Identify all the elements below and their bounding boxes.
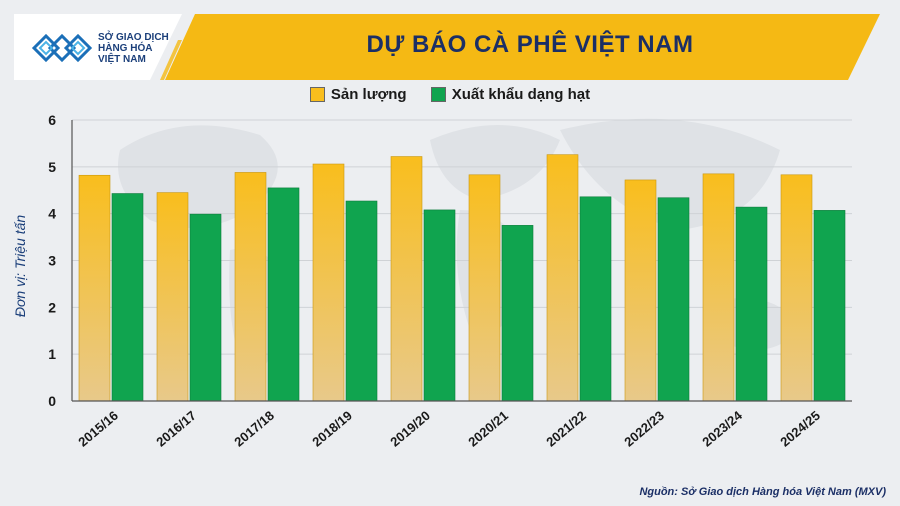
x-tick-label: 2024/25 xyxy=(777,408,823,450)
bar-export-2021-22 xyxy=(579,196,612,402)
logo-text: SỞ GIAO DỊCH HÀNG HÓA VIỆT NAM xyxy=(98,32,169,65)
bar-production-2020-21 xyxy=(468,174,501,402)
x-tick-label: 2019/20 xyxy=(387,408,433,450)
y-tick-label: 3 xyxy=(48,253,56,269)
bar-production-2021-22 xyxy=(546,154,579,402)
bar-production-2024-25 xyxy=(780,174,813,402)
legend-item-production: Sản lượng xyxy=(309,86,407,103)
grid-lines xyxy=(72,119,852,355)
y-tick-label: 6 xyxy=(48,112,56,128)
legend-label-export: Xuất khẩu dạng hạt xyxy=(451,86,591,103)
legend-swatch-production xyxy=(309,87,325,102)
legend-swatch-export xyxy=(430,87,446,102)
y-tick-label: 0 xyxy=(48,393,56,409)
bar-export-2022-23 xyxy=(657,197,690,402)
x-tick-label: 2023/24 xyxy=(699,407,745,449)
x-tick-label: 2018/19 xyxy=(309,408,355,450)
bar-export-2015-16 xyxy=(111,193,144,402)
bar-export-2017-18 xyxy=(267,187,300,402)
bars xyxy=(78,154,846,402)
y-tick-label: 5 xyxy=(48,159,56,175)
x-tick-label: 2020/21 xyxy=(465,408,511,450)
bar-production-2022-23 xyxy=(624,179,657,402)
legend: Sản lượng Xuất khẩu dạng hạt xyxy=(0,86,900,106)
bar-export-2019-20 xyxy=(423,209,456,402)
bar-production-2015-16 xyxy=(78,174,111,402)
bar-export-2023-24 xyxy=(735,206,768,402)
bar-export-2024-25 xyxy=(813,210,846,402)
exchange-logo-icon xyxy=(31,33,93,63)
legend-label-production: Sản lượng xyxy=(330,86,407,103)
logo-panel xyxy=(14,14,182,80)
x-tick-label: 2016/17 xyxy=(153,408,199,450)
source-note: Nguồn: Sở Giao dịch Hàng hóa Việt Nam (M… xyxy=(639,486,886,498)
chart-title: DỰ BÁO CÀ PHÊ VIỆT NAM xyxy=(366,31,694,58)
y-tick-label: 1 xyxy=(48,346,56,362)
bar-production-2018-19 xyxy=(312,163,345,402)
bar-export-2016-17 xyxy=(189,213,222,402)
bar-production-2023-24 xyxy=(702,173,735,402)
y-tick-label: 2 xyxy=(48,299,56,315)
y-tick-label: 4 xyxy=(48,206,56,222)
x-tick-label: 2021/22 xyxy=(543,408,589,450)
bar-production-2016-17 xyxy=(156,192,189,402)
bar-production-2017-18 xyxy=(234,172,267,402)
x-tick-label: 2017/18 xyxy=(231,408,277,450)
bar-production-2019-20 xyxy=(390,156,423,402)
title-banner xyxy=(165,14,880,80)
bar-export-2018-19 xyxy=(345,200,378,402)
bar-export-2020-21 xyxy=(501,225,534,402)
x-tick-label: 2015/16 xyxy=(75,408,121,450)
header-band xyxy=(14,14,880,80)
legend-item-export: Xuất khẩu dạng hạt xyxy=(430,86,591,103)
x-tick-label: 2022/23 xyxy=(621,408,667,450)
